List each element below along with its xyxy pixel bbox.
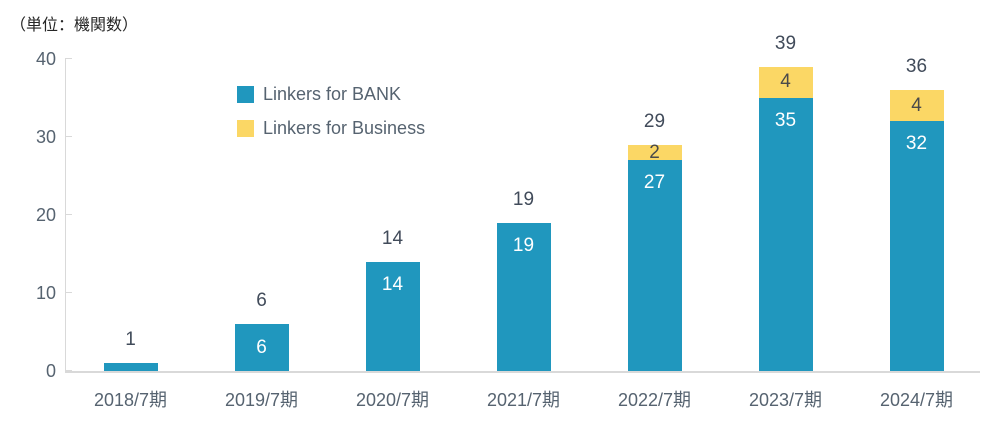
y-axis-tick-label: 30 [35, 127, 56, 147]
legend: Linkers for BANK Linkers for Business [237, 77, 425, 145]
y-axis-tick [65, 214, 72, 215]
y-axis-tick-label: 20 [35, 205, 56, 225]
legend-label-bank: Linkers for BANK [263, 83, 402, 104]
x-axis-label: 2021/7期 [486, 390, 561, 410]
bar-total-label: 39 [774, 32, 797, 54]
legend-label-business: Linkers for Business [263, 117, 426, 138]
bar-total-label: 36 [905, 56, 928, 78]
bar-total-label: 29 [643, 110, 666, 132]
x-axis-label: 2022/7期 [617, 390, 692, 410]
bar-segment-bank: 27 [627, 160, 682, 371]
x-axis-label: 2019/7期 [224, 390, 299, 410]
bar-segment-business: 4 [758, 66, 813, 98]
bar-segment-bank: 6 [234, 324, 289, 371]
legend-swatch-bank-icon [237, 85, 254, 103]
bar-value-label: 2 [649, 141, 660, 163]
y-axis-line [65, 59, 66, 371]
y-axis-tick-label: 0 [45, 361, 56, 381]
y-axis-tick [65, 136, 72, 137]
bar-total-label: 14 [381, 227, 404, 249]
bar-segment-bank: 19 [496, 222, 551, 371]
legend-item-linkers-for-business: Linkers for Business [237, 111, 425, 145]
x-axis-label: 2024/7期 [879, 390, 954, 410]
bar-segment-business: 4 [889, 90, 944, 122]
x-axis-label: 2018/7期 [93, 390, 168, 410]
bar-segment-business: 2 [627, 141, 682, 163]
y-axis-tick [65, 292, 72, 293]
bar-value-label: 35 [774, 110, 797, 131]
bar-segment-bank: 14 [365, 261, 420, 371]
bar-segment-bank: 32 [889, 121, 944, 371]
bar-value-label: 4 [911, 94, 922, 116]
bar-segment-bank: 35 [758, 98, 813, 371]
bar-total-label: 19 [512, 188, 535, 210]
unit-label: （単位：機関数） [10, 17, 139, 34]
bar-value-label: 19 [512, 234, 535, 256]
bar-value-label: 32 [905, 133, 928, 155]
bar-value-label: 6 [256, 336, 267, 358]
x-axis-line [65, 371, 980, 373]
bar-total-label: 6 [256, 290, 267, 312]
x-axis-label: 2023/7期 [748, 390, 823, 410]
y-axis-tick-label: 10 [35, 283, 56, 303]
legend-swatch-business-icon [237, 119, 254, 137]
y-axis-tick-label: 40 [35, 49, 56, 69]
y-axis-tick [65, 58, 72, 59]
bar-value-label: 27 [643, 172, 666, 194]
bar-total-label: 1 [125, 329, 136, 351]
bar-segment-bank [103, 363, 158, 371]
bar-value-label: 14 [381, 273, 404, 295]
x-axis-label: 2020/7期 [355, 390, 430, 410]
legend-item-linkers-for-bank: Linkers for BANK [237, 77, 425, 111]
y-axis-tick [65, 370, 72, 371]
bar-value-label: 4 [780, 71, 791, 93]
